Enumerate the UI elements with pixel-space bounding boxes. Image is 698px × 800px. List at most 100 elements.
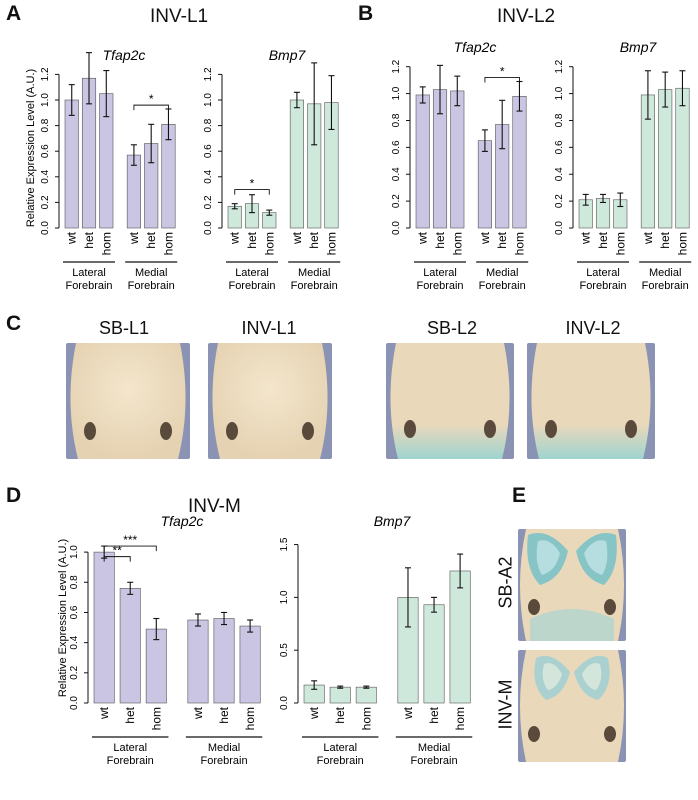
- bar: [415, 94, 430, 229]
- group-label: Forebrain: [411, 755, 458, 767]
- bar: [64, 99, 79, 229]
- y-tick-label: 0.6: [40, 144, 51, 158]
- y-tick-label: 0.8: [554, 113, 565, 127]
- x-tick-label: wt: [579, 231, 593, 245]
- y-tick-label: 0.0: [391, 221, 402, 235]
- x-tick-label: wt: [228, 231, 242, 245]
- y-tick-label: 0.2: [69, 665, 80, 679]
- x-tick-label: hom: [243, 707, 257, 730]
- photo-title-sb-l1: SB-L1: [98, 318, 150, 338]
- group-label: Medial: [208, 742, 240, 754]
- x-tick-label: wt: [97, 706, 111, 720]
- bar: [227, 205, 242, 229]
- y-tick-label: 0.0: [279, 696, 290, 710]
- y-tick-label: 1.2: [40, 67, 51, 81]
- x-tick-label: wt: [416, 231, 430, 245]
- bar: [449, 570, 471, 704]
- embryo-photo-sb-a2: [518, 529, 626, 641]
- x-tick-label: hom: [161, 232, 175, 255]
- y-tick-label: 0.0: [203, 221, 214, 235]
- x-tick-label: wt: [401, 706, 415, 720]
- x-tick-label: het: [82, 231, 96, 248]
- significance-label: *: [250, 177, 255, 191]
- panel-d-title: INV-M: [188, 496, 241, 517]
- panel-b-title: INV-L2: [497, 6, 556, 27]
- group-label: Forebrain: [128, 280, 175, 292]
- bar: [675, 87, 690, 229]
- y-tick-label: 1.2: [554, 59, 565, 73]
- photo-title-inv-l1: INV-L1: [241, 318, 297, 338]
- group-label: Forebrain: [416, 280, 463, 292]
- group-label: Medial: [486, 267, 518, 279]
- y-tick-label: 0.8: [69, 575, 80, 589]
- x-tick-label: hom: [262, 232, 276, 255]
- y-tick-label: 0.6: [69, 605, 80, 619]
- embryo-photo-sb-l1: [66, 343, 190, 459]
- embryo-photo-inv-m: [518, 650, 626, 762]
- group-label: Forebrain: [579, 280, 626, 292]
- group-label: Lateral: [113, 742, 147, 754]
- y-tick-label: 1.0: [69, 545, 80, 559]
- group-label: Medial: [298, 267, 330, 279]
- chart-title: Bmp7: [620, 39, 658, 55]
- group-label: Lateral: [323, 742, 357, 754]
- chart-title: Tfap2c: [161, 513, 204, 529]
- x-tick-label: het: [433, 231, 447, 248]
- group-label: Forebrain: [642, 280, 689, 292]
- panel-letter-d: D: [6, 484, 22, 507]
- chart-title: Tfap2c: [454, 39, 497, 55]
- y-tick-label: 0.4: [391, 167, 402, 181]
- y-tick-label: 0.6: [554, 140, 565, 154]
- y-tick-label: 0.2: [203, 195, 214, 209]
- bar: [329, 686, 351, 704]
- y-tick-label: 0.4: [69, 635, 80, 649]
- chart-title: Bmp7: [374, 513, 412, 529]
- x-tick-label: het: [495, 231, 509, 248]
- x-tick-label: het: [245, 231, 259, 248]
- group-label: Forebrain: [479, 280, 526, 292]
- bar: [289, 99, 304, 229]
- bar: [450, 90, 465, 229]
- group-label: Forebrain: [107, 755, 154, 767]
- y-tick-label: 0.0: [69, 696, 80, 710]
- significance-bracket: [484, 77, 520, 83]
- x-tick-label: het: [144, 231, 158, 248]
- significance-bracket: [103, 556, 131, 562]
- x-tick-label: hom: [149, 707, 163, 730]
- group-label: Medial: [649, 267, 681, 279]
- group-label: Forebrain: [228, 280, 275, 292]
- x-tick-label: het: [596, 231, 610, 248]
- bar: [477, 140, 492, 229]
- x-tick-label: wt: [478, 231, 492, 245]
- group-label: Forebrain: [317, 755, 364, 767]
- x-tick-label: het: [333, 706, 347, 723]
- y-tick-label: 1.2: [203, 67, 214, 81]
- y-tick-label: 0.8: [391, 113, 402, 127]
- group-label: Forebrain: [65, 280, 112, 292]
- y-tick-label: 1.0: [391, 86, 402, 100]
- photo-title-inv-l2: INV-L2: [565, 318, 621, 338]
- significance-label: *: [149, 92, 154, 106]
- x-tick-label: wt: [641, 231, 655, 245]
- y-tick-label: 1.0: [279, 590, 290, 604]
- x-tick-label: het: [307, 231, 321, 248]
- y-tick-label: 0.5: [279, 643, 290, 657]
- y-tick-label: 0.2: [391, 194, 402, 208]
- panel-letter-c: C: [6, 312, 22, 335]
- x-tick-label: wt: [307, 706, 321, 720]
- significance-bracket: [103, 545, 157, 552]
- y-tick-label: 1.5: [279, 537, 290, 551]
- y-tick-label: 0.4: [203, 169, 214, 183]
- y-tick-label: 0.6: [203, 144, 214, 158]
- group-label: Medial: [418, 742, 450, 754]
- x-tick-label: hom: [324, 232, 338, 255]
- panel-a-title: INV-L1: [150, 6, 209, 27]
- bar: [119, 588, 141, 704]
- bar: [213, 618, 235, 704]
- significance-label: ***: [123, 533, 137, 547]
